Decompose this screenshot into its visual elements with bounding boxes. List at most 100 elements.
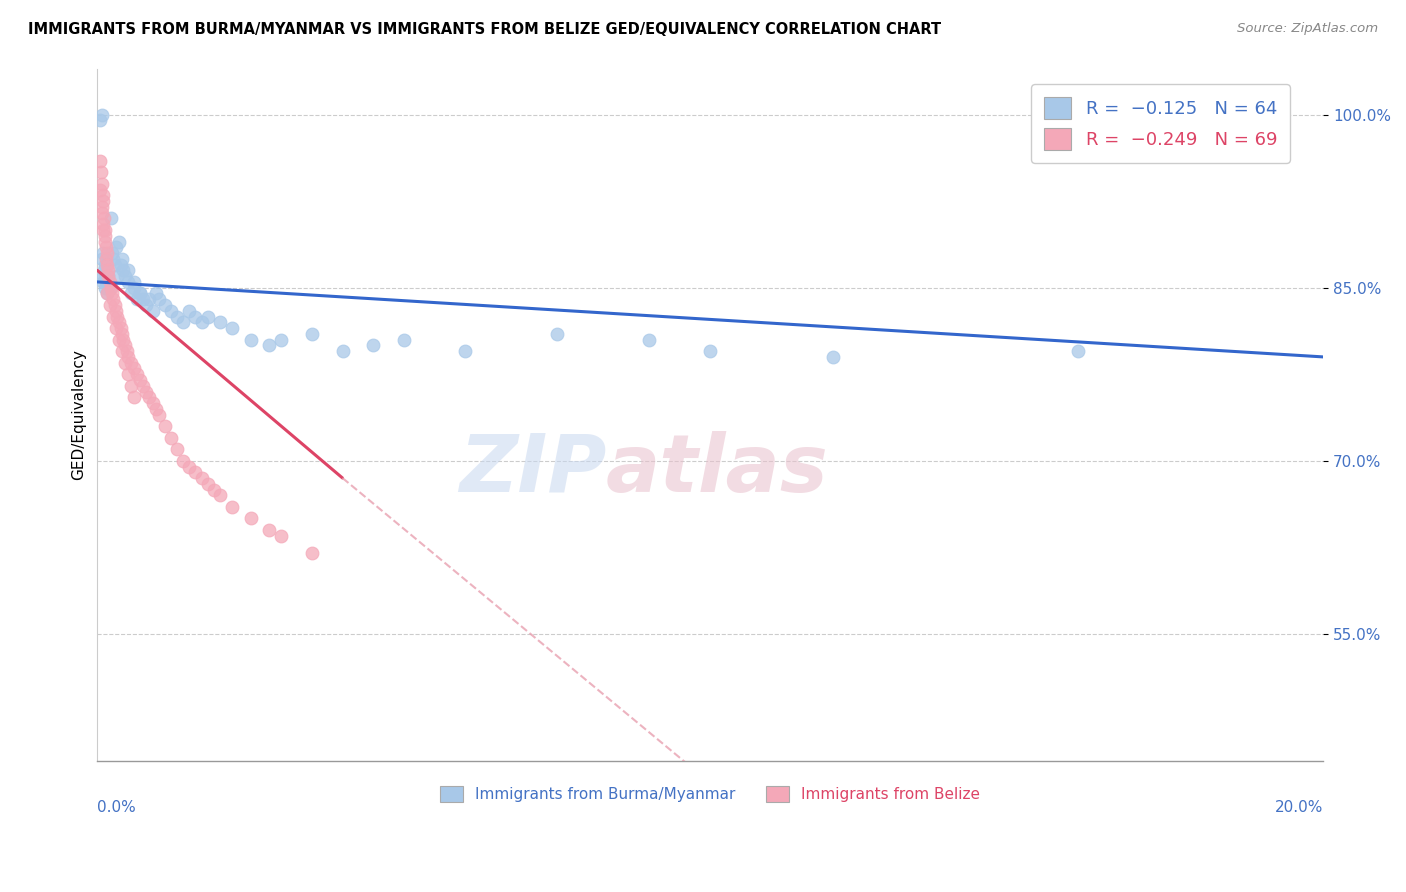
Point bbox=[103, 298, 125, 312]
Point bbox=[301, 326, 323, 341]
Point bbox=[190, 315, 212, 329]
Point bbox=[93, 281, 115, 295]
Point bbox=[117, 368, 139, 382]
Point bbox=[190, 471, 212, 485]
Point bbox=[638, 333, 661, 347]
Point bbox=[94, 240, 117, 254]
Point bbox=[94, 275, 117, 289]
Point bbox=[101, 286, 124, 301]
Point bbox=[454, 344, 477, 359]
Point bbox=[96, 286, 118, 301]
Point bbox=[361, 338, 384, 352]
Point bbox=[120, 286, 142, 301]
Point bbox=[122, 390, 145, 404]
Point bbox=[153, 419, 176, 434]
Point bbox=[129, 286, 152, 301]
Point bbox=[122, 361, 145, 376]
Text: 0.0%: 0.0% bbox=[97, 799, 136, 814]
Point bbox=[94, 269, 117, 284]
Point bbox=[546, 326, 568, 341]
Point bbox=[93, 228, 115, 243]
Point bbox=[112, 333, 135, 347]
Point bbox=[93, 275, 115, 289]
Point bbox=[153, 298, 176, 312]
Point bbox=[270, 333, 292, 347]
Point bbox=[257, 523, 280, 537]
Point bbox=[100, 211, 122, 226]
Point bbox=[179, 459, 201, 474]
Point bbox=[129, 286, 152, 301]
Point bbox=[111, 326, 134, 341]
Text: ZIP: ZIP bbox=[458, 431, 606, 509]
Text: 20.0%: 20.0% bbox=[1275, 799, 1323, 814]
Point bbox=[141, 303, 163, 318]
Point bbox=[97, 269, 120, 284]
Point bbox=[89, 113, 111, 128]
Point bbox=[148, 408, 170, 422]
Point bbox=[122, 281, 145, 295]
Point bbox=[100, 281, 122, 295]
Point bbox=[120, 378, 142, 392]
Point bbox=[257, 338, 280, 352]
Point bbox=[172, 454, 194, 468]
Point bbox=[115, 344, 138, 359]
Point bbox=[127, 292, 149, 306]
Point bbox=[93, 211, 115, 226]
Point bbox=[104, 321, 127, 335]
Point bbox=[138, 390, 160, 404]
Point bbox=[197, 476, 219, 491]
Text: Source: ZipAtlas.com: Source: ZipAtlas.com bbox=[1237, 22, 1378, 36]
Point bbox=[104, 240, 127, 254]
Point bbox=[91, 108, 114, 122]
Point bbox=[98, 281, 121, 295]
Point bbox=[107, 315, 129, 329]
Point bbox=[90, 165, 112, 179]
Point bbox=[117, 350, 139, 364]
Text: atlas: atlas bbox=[606, 431, 830, 509]
Point bbox=[145, 286, 167, 301]
Point bbox=[93, 246, 115, 260]
Y-axis label: GED/Equivalency: GED/Equivalency bbox=[72, 349, 86, 480]
Point bbox=[172, 315, 194, 329]
Point bbox=[135, 298, 157, 312]
Point bbox=[96, 246, 118, 260]
Point bbox=[110, 258, 132, 272]
Point bbox=[114, 338, 136, 352]
Point bbox=[270, 529, 292, 543]
Point bbox=[392, 333, 415, 347]
Point bbox=[94, 252, 117, 266]
Point bbox=[98, 298, 121, 312]
Point bbox=[96, 269, 118, 284]
Point bbox=[93, 258, 115, 272]
Point bbox=[103, 258, 125, 272]
Point bbox=[107, 235, 129, 249]
Point bbox=[103, 292, 125, 306]
Point bbox=[184, 465, 207, 479]
Point bbox=[208, 315, 231, 329]
Point bbox=[97, 263, 120, 277]
Point bbox=[141, 396, 163, 410]
Point bbox=[1067, 344, 1090, 359]
Point bbox=[97, 275, 120, 289]
Point bbox=[114, 356, 136, 370]
Point bbox=[104, 303, 127, 318]
Point bbox=[96, 286, 118, 301]
Point bbox=[221, 321, 243, 335]
Point bbox=[122, 275, 145, 289]
Point bbox=[821, 350, 844, 364]
Point bbox=[160, 431, 183, 445]
Point bbox=[93, 263, 115, 277]
Point bbox=[111, 344, 134, 359]
Point bbox=[98, 275, 121, 289]
Point bbox=[110, 321, 132, 335]
Point bbox=[94, 235, 117, 249]
Point bbox=[179, 303, 201, 318]
Point bbox=[120, 356, 142, 370]
Point bbox=[91, 188, 114, 202]
Point bbox=[301, 546, 323, 560]
Point bbox=[103, 252, 125, 266]
Point bbox=[96, 258, 118, 272]
Point bbox=[221, 500, 243, 514]
Point bbox=[148, 292, 170, 306]
Point bbox=[107, 333, 129, 347]
